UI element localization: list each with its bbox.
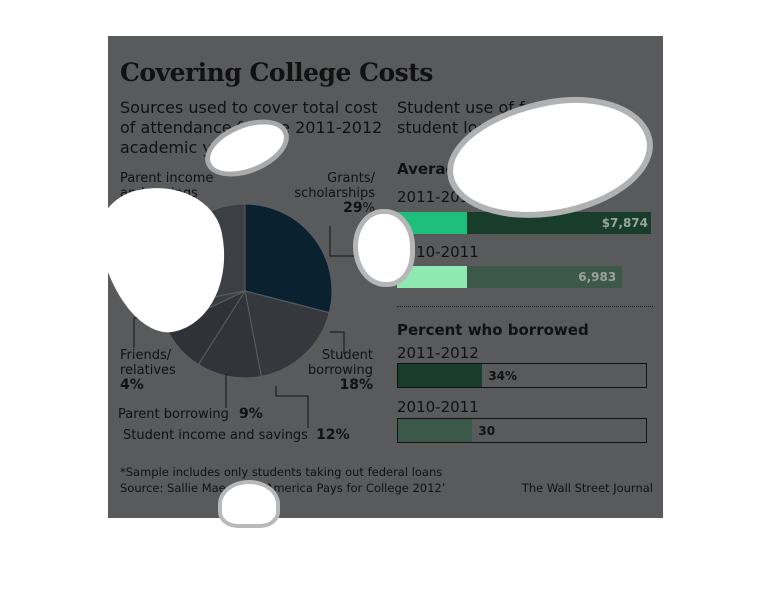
pie-subtitle-line: Sources used to cover total cost bbox=[120, 98, 378, 117]
pie-subtitle: Sources used to cover total cost of atte… bbox=[120, 98, 382, 158]
leader-line bbox=[330, 331, 345, 354]
amount-year-label: 2010-2011 bbox=[397, 243, 479, 261]
label-student-borrowing-line: Student bbox=[321, 348, 373, 363]
glare-shape bbox=[222, 484, 276, 524]
percent-value-2010-2011: 30 bbox=[478, 424, 496, 438]
infographic-panel: Covering College Costs Sources used to c… bbox=[90, 36, 663, 524]
percent-value-2011-2012: 34% bbox=[488, 369, 518, 383]
label-grants-pct: 29 bbox=[343, 200, 363, 216]
percent-bar-2010-2011 bbox=[398, 419, 473, 442]
label-friends-line: relatives bbox=[120, 363, 176, 378]
label-grants: Grants/ scholarships 29% bbox=[294, 171, 375, 216]
label-student-borrowing-pct: 18% bbox=[339, 377, 373, 393]
label-friends-pct: 4% bbox=[120, 377, 144, 393]
label-parent-borrowing: Parent borrowing 9% bbox=[118, 406, 263, 423]
percent-year-label: 2011-2012 bbox=[397, 344, 479, 362]
percent-year-label: 2010-2011 bbox=[397, 398, 479, 416]
chart-title: Covering College Costs bbox=[120, 58, 433, 87]
amount-year-label: 2011-2012 bbox=[397, 188, 479, 206]
footnote: *Sample includes only students taking ou… bbox=[120, 465, 443, 479]
section-divider bbox=[397, 306, 653, 307]
glare-shape bbox=[358, 214, 410, 282]
percent-header: Percent who borrowed bbox=[397, 321, 589, 339]
source-line: Source: Sallie Mae, ‘How America Pays fo… bbox=[120, 481, 446, 495]
percent-bar-frame-2010-2011 bbox=[397, 418, 647, 443]
label-parent-borrowing-pct: 9% bbox=[238, 406, 263, 422]
label-parent-income-line: Parent income bbox=[120, 171, 214, 186]
label-friends: Friends/ relatives 4% bbox=[120, 348, 176, 393]
label-friends-line: Friends/ bbox=[120, 348, 172, 363]
label-student-income-text: Student income and savings bbox=[123, 428, 308, 443]
amount-value-2010-2011: 6,983 bbox=[578, 270, 617, 284]
amount-bar-2011-2012 bbox=[397, 212, 651, 234]
label-parent-borrowing-text: Parent borrowing bbox=[118, 407, 229, 422]
label-grants-sign: % bbox=[362, 201, 375, 216]
label-student-borrowing-line: borrowing bbox=[307, 363, 373, 378]
pie-slice-student-borrowing bbox=[244, 290, 330, 378]
amount-bar-2010-2011 bbox=[397, 266, 623, 288]
credit-line: The Wall Street Journal bbox=[521, 481, 653, 495]
leader-line bbox=[275, 386, 309, 428]
label-grants-line: scholarships bbox=[294, 186, 375, 201]
label-grants-line: Grants/ bbox=[327, 171, 375, 186]
leader-line bbox=[329, 226, 356, 257]
percent-bar-frame-2011-2012 bbox=[397, 363, 647, 388]
pie-slice-grants-scholarships bbox=[244, 203, 333, 314]
label-student-income: Student income and savings 12% bbox=[123, 427, 350, 444]
label-student-income-pct: 12% bbox=[316, 427, 350, 443]
amount-value-2011-2012: $7,874 bbox=[601, 216, 648, 230]
pie-slice-student-income-and-savings bbox=[197, 289, 262, 379]
percent-bar-2011-2012 bbox=[398, 364, 483, 387]
label-student-borrowing: Student borrowing 18% bbox=[308, 348, 373, 393]
